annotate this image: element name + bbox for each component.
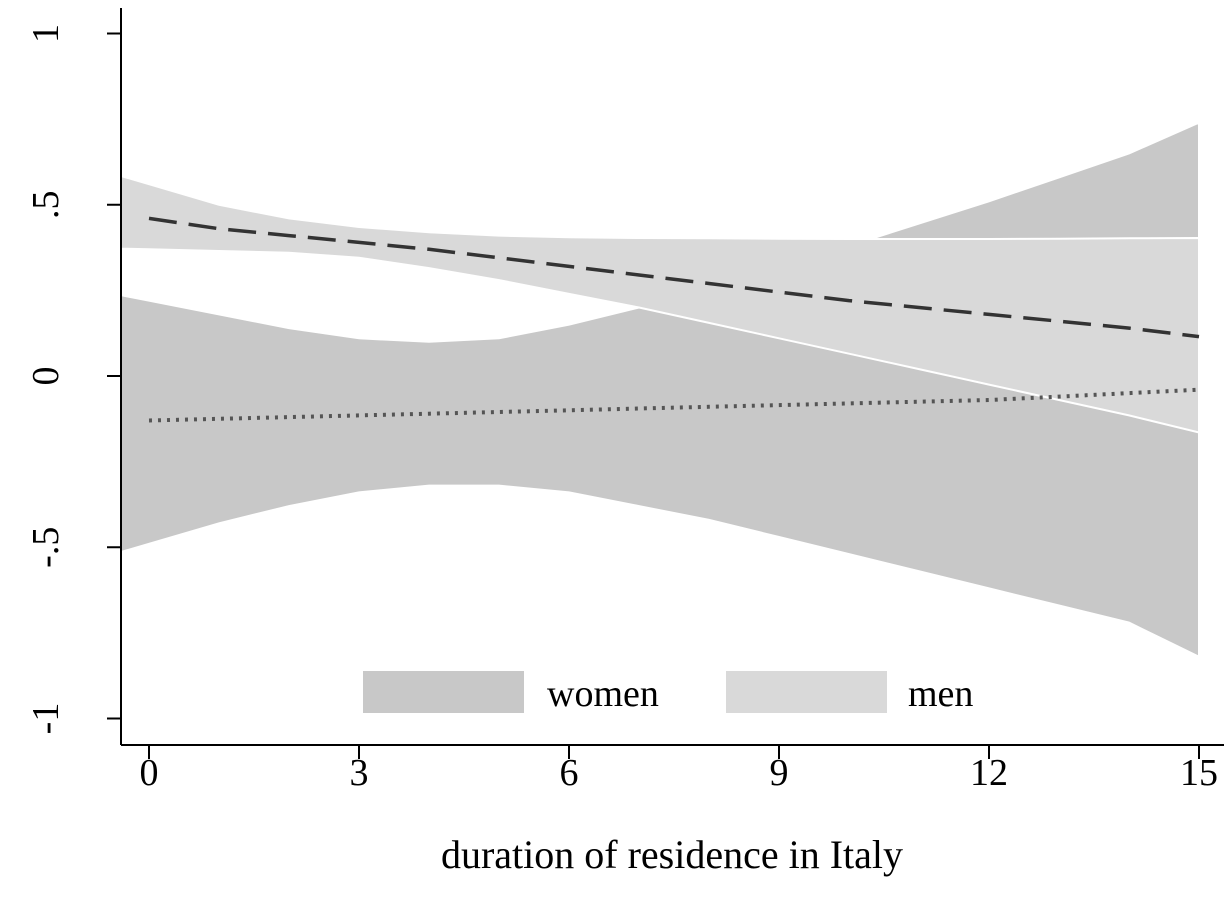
x-tick-label: 6 — [560, 752, 579, 794]
x-tick-label: 0 — [140, 752, 159, 794]
legend: women men — [363, 671, 973, 715]
y-tick-label: .5 — [25, 191, 67, 220]
y-ticks: -1 -.5 0 .5 1 — [25, 24, 121, 734]
x-ticks: 0 3 6 9 12 15 — [140, 745, 1219, 794]
x-axis-title: duration of residence in Italy — [441, 832, 903, 877]
x-tick-label: 15 — [1180, 752, 1218, 794]
legend-swatch-women — [363, 671, 524, 713]
x-tick-label: 9 — [770, 752, 789, 794]
x-tick-label: 12 — [970, 752, 1008, 794]
legend-label-women: women — [547, 673, 659, 715]
legend-label-men: men — [908, 673, 973, 715]
y-tick-label: -.5 — [25, 527, 67, 568]
y-tick-label: -1 — [25, 703, 67, 735]
y-tick-label: 1 — [25, 24, 67, 43]
legend-swatch-men — [726, 671, 887, 713]
x-tick-label: 3 — [350, 752, 369, 794]
confidence-bands — [121, 123, 1199, 657]
y-tick-label: 0 — [25, 367, 67, 386]
